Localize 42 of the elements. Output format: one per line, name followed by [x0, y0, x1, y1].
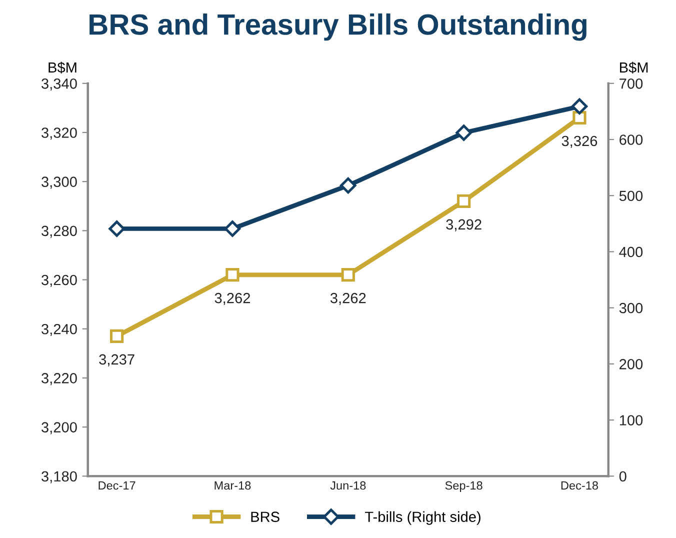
y-tick-label: 3,320 [42, 128, 77, 140]
x-tick-label: Sep-18 [445, 481, 482, 492]
point [340, 177, 356, 194]
x-tick-label: Dec-17 [98, 481, 136, 490]
point [572, 110, 586, 125]
data-label: 3,262 [330, 292, 366, 305]
point [224, 220, 241, 237]
x-tick-label: Dec-18 [561, 481, 598, 490]
y2-tick-label: 100 [620, 415, 643, 426]
y2-tick-label: 300 [619, 302, 643, 314]
y-tick-label: 3,280 [42, 226, 77, 238]
y-tick-label: 3,260 [42, 274, 77, 287]
point [110, 329, 124, 344]
data-label: 3,237 [99, 354, 134, 366]
y2-tick-label: 400 [619, 246, 643, 258]
point [571, 98, 588, 115]
legend-label: T-bills (Right side) [364, 511, 480, 525]
legend-label: BRS [251, 512, 280, 522]
point [456, 124, 472, 141]
y2-tick-label: 200 [620, 359, 643, 370]
y-axis-title: B$M [48, 62, 76, 74]
x-tick-label: Jun-18 [330, 481, 366, 490]
y-tick-label: 3,300 [42, 176, 77, 189]
data-label: 3,292 [446, 219, 482, 232]
y-tick-label: 3,220 [42, 373, 77, 386]
y2-tick-label: 500 [619, 190, 643, 202]
y-tick-label: 3,180 [42, 471, 77, 484]
y-tick-label: 3,200 [42, 422, 77, 434]
y2-tick-label: 0 [619, 471, 626, 482]
point [226, 268, 240, 282]
y2-tick-label: 700 [620, 78, 643, 89]
y-tick-label: 3,340 [42, 78, 77, 91]
data-label: 3,326 [562, 136, 598, 148]
point [108, 220, 125, 237]
point [341, 268, 355, 282]
x-tick-label: Mar-18 [214, 481, 251, 490]
data-label: 3,262 [214, 292, 250, 305]
y-tick-label: 3,240 [42, 324, 77, 336]
chart-title: BRS and Treasury Bills Outstanding [90, 13, 586, 41]
y2-axis-title: B$M [620, 62, 648, 74]
point [457, 194, 471, 208]
y2-tick-label: 600 [620, 134, 643, 145]
